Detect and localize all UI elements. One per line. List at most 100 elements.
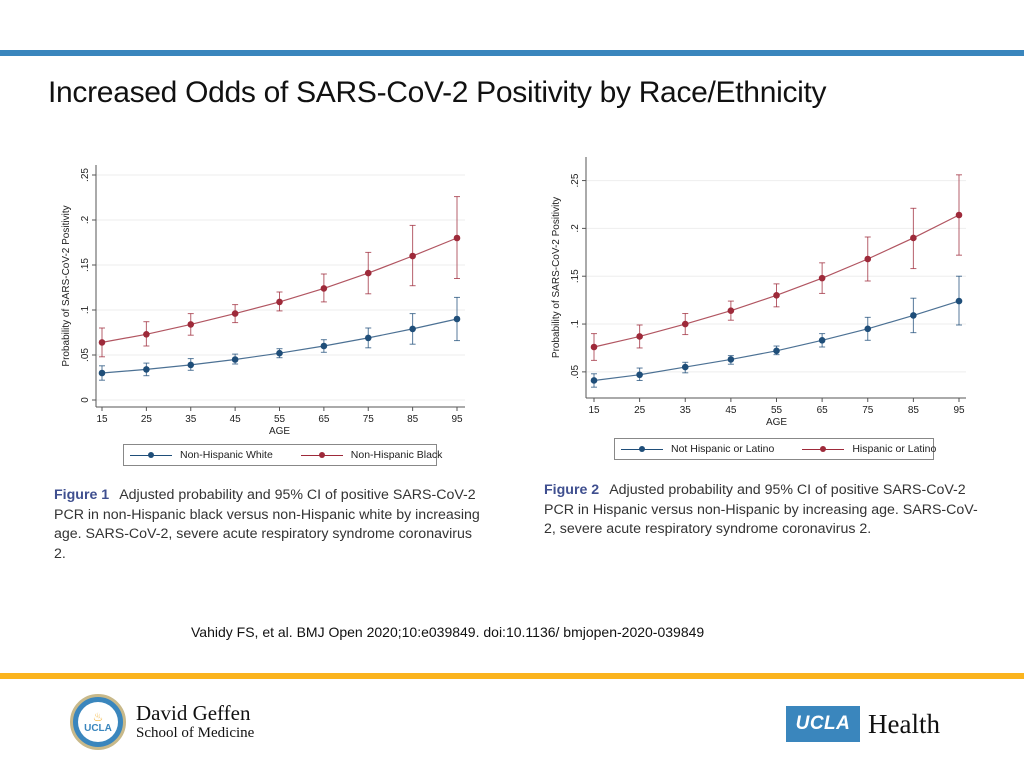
legend-label: Non-Hispanic White bbox=[180, 449, 273, 461]
y-tick-label: .15 bbox=[80, 258, 91, 272]
figure2-caption: Figure 2 Adjusted probability and 95% CI … bbox=[544, 481, 984, 540]
legend-swatch-blue bbox=[130, 450, 172, 460]
data-point bbox=[98, 369, 106, 377]
school-name-line2: School of Medicine bbox=[136, 725, 255, 741]
citation: Vahidy FS, et al. BMJ Open 2020;10:e0398… bbox=[191, 624, 705, 640]
x-tick-label: 45 bbox=[725, 405, 737, 416]
legend-label: Hispanic or Latino bbox=[852, 443, 937, 455]
y-tick-label: .1 bbox=[570, 319, 581, 328]
y-axis-label: Probability of SARS-CoV-2 Positivity bbox=[61, 205, 72, 366]
legend-swatch-blue bbox=[621, 444, 663, 454]
data-point bbox=[636, 333, 643, 340]
david-geffen-logo: ♨ UCLA David Geffen School of Medicine bbox=[70, 694, 254, 750]
data-point bbox=[409, 252, 416, 260]
x-tick-label: 55 bbox=[771, 405, 783, 416]
data-point bbox=[320, 342, 328, 350]
ucla-health-logo: UCLA Health bbox=[786, 706, 940, 742]
data-point bbox=[320, 285, 328, 292]
y-tick-label: .1 bbox=[80, 305, 91, 314]
y-tick-label: .15 bbox=[570, 269, 581, 283]
data-point bbox=[231, 310, 239, 317]
figure2-caption-text: Adjusted probability and 95% CI of posit… bbox=[544, 482, 978, 537]
y-tick-label: 0 bbox=[80, 397, 91, 403]
data-point bbox=[364, 269, 372, 277]
data-point bbox=[864, 255, 872, 263]
data-point bbox=[590, 377, 598, 384]
ucla-seal-icon: ♨ UCLA bbox=[70, 694, 126, 750]
series-line-0 bbox=[593, 300, 960, 382]
data-point bbox=[727, 356, 735, 363]
figure1-caption: Figure 1 Adjusted probability and 95% CI … bbox=[54, 486, 484, 564]
x-tick-label: 65 bbox=[318, 414, 330, 425]
data-point bbox=[364, 334, 372, 342]
x-tick-label: 45 bbox=[230, 414, 242, 425]
data-point bbox=[143, 366, 150, 373]
figure1-label: Figure 1 bbox=[54, 487, 110, 503]
data-point bbox=[955, 297, 963, 305]
legend-item-not-hispanic: Not Hispanic or Latino bbox=[621, 443, 774, 455]
data-point bbox=[818, 337, 826, 344]
y-tick-label: .05 bbox=[80, 348, 91, 362]
data-point bbox=[187, 361, 195, 369]
series-line-0 bbox=[101, 318, 458, 374]
y-tick-label: .25 bbox=[80, 168, 91, 182]
x-tick-label: 25 bbox=[141, 414, 153, 425]
x-tick-label: 55 bbox=[274, 414, 286, 425]
data-point bbox=[276, 349, 283, 357]
legend-swatch-red bbox=[802, 444, 845, 454]
x-tick-label: 35 bbox=[185, 414, 197, 425]
data-point bbox=[864, 325, 872, 333]
data-point bbox=[681, 363, 689, 371]
y-tick-label: .25 bbox=[570, 173, 581, 187]
data-point bbox=[681, 320, 689, 328]
x-tick-label: 85 bbox=[407, 414, 419, 425]
legend-label: Not Hispanic or Latino bbox=[671, 443, 775, 455]
ucla-box: UCLA bbox=[786, 706, 860, 742]
torch-icon: ♨ bbox=[92, 709, 104, 724]
x-axis-label: AGE bbox=[269, 426, 290, 437]
figure1-legend: Non-Hispanic White Non-Hispanic Black bbox=[123, 444, 442, 466]
x-tick-label: 35 bbox=[680, 405, 692, 416]
y-tick-label: .2 bbox=[80, 215, 91, 224]
figure2-label: Figure 2 bbox=[544, 482, 600, 498]
data-point bbox=[276, 298, 283, 306]
legend-label: Non-Hispanic Black bbox=[350, 449, 443, 461]
x-tick-label: 75 bbox=[363, 414, 375, 425]
data-point bbox=[773, 292, 780, 299]
x-tick-label: 95 bbox=[451, 414, 463, 425]
legend-item-hispanic: Hispanic or Latino bbox=[802, 443, 936, 455]
data-point bbox=[910, 312, 917, 319]
data-point bbox=[143, 331, 150, 338]
y-tick-label: .2 bbox=[570, 224, 581, 233]
figure2-legend: Not Hispanic or Latino Hispanic or Latin… bbox=[614, 438, 936, 460]
data-point bbox=[727, 307, 735, 314]
x-axis-label: AGE bbox=[766, 417, 787, 428]
data-point bbox=[409, 325, 416, 333]
school-name-line1: David Geffen bbox=[136, 701, 251, 725]
figure1-chart: 0 .05 .1 .15 .2 .25 15 25 35 45 55 65 75 85 95 AGE Proba… bbox=[61, 165, 465, 437]
top-accent-bar bbox=[0, 50, 1024, 56]
data-point bbox=[590, 343, 598, 351]
x-tick-label: 25 bbox=[634, 405, 646, 416]
legend-item-non-hispanic-black: Non-Hispanic Black bbox=[300, 449, 443, 461]
data-point bbox=[231, 356, 239, 363]
figure1-caption-text: Adjusted probability and 95% CI of posit… bbox=[54, 487, 480, 562]
legend-item-non-hispanic-white: Non-Hispanic White bbox=[130, 449, 273, 461]
data-point bbox=[818, 274, 826, 282]
data-point bbox=[453, 234, 461, 242]
x-tick-label: 15 bbox=[96, 414, 108, 425]
figure2-chart: .05 .1 .15 .2 .25 15 25 35 45 55 65 75 85 95 AGE Probab… bbox=[551, 157, 966, 428]
data-point bbox=[98, 339, 106, 346]
y-axis-label: Probability of SARS-CoV-2 Positivity bbox=[551, 197, 562, 358]
data-point bbox=[910, 234, 917, 242]
data-point bbox=[187, 321, 195, 328]
x-tick-label: 15 bbox=[588, 405, 600, 416]
health-wordmark: Health bbox=[868, 708, 940, 739]
data-point bbox=[955, 211, 963, 219]
x-tick-label: 95 bbox=[953, 405, 965, 416]
series-line-1 bbox=[593, 214, 960, 348]
seal-text: UCLA bbox=[84, 722, 112, 734]
y-tick-label: .05 bbox=[570, 364, 581, 378]
x-tick-label: 65 bbox=[817, 405, 829, 416]
data-point bbox=[636, 371, 643, 379]
